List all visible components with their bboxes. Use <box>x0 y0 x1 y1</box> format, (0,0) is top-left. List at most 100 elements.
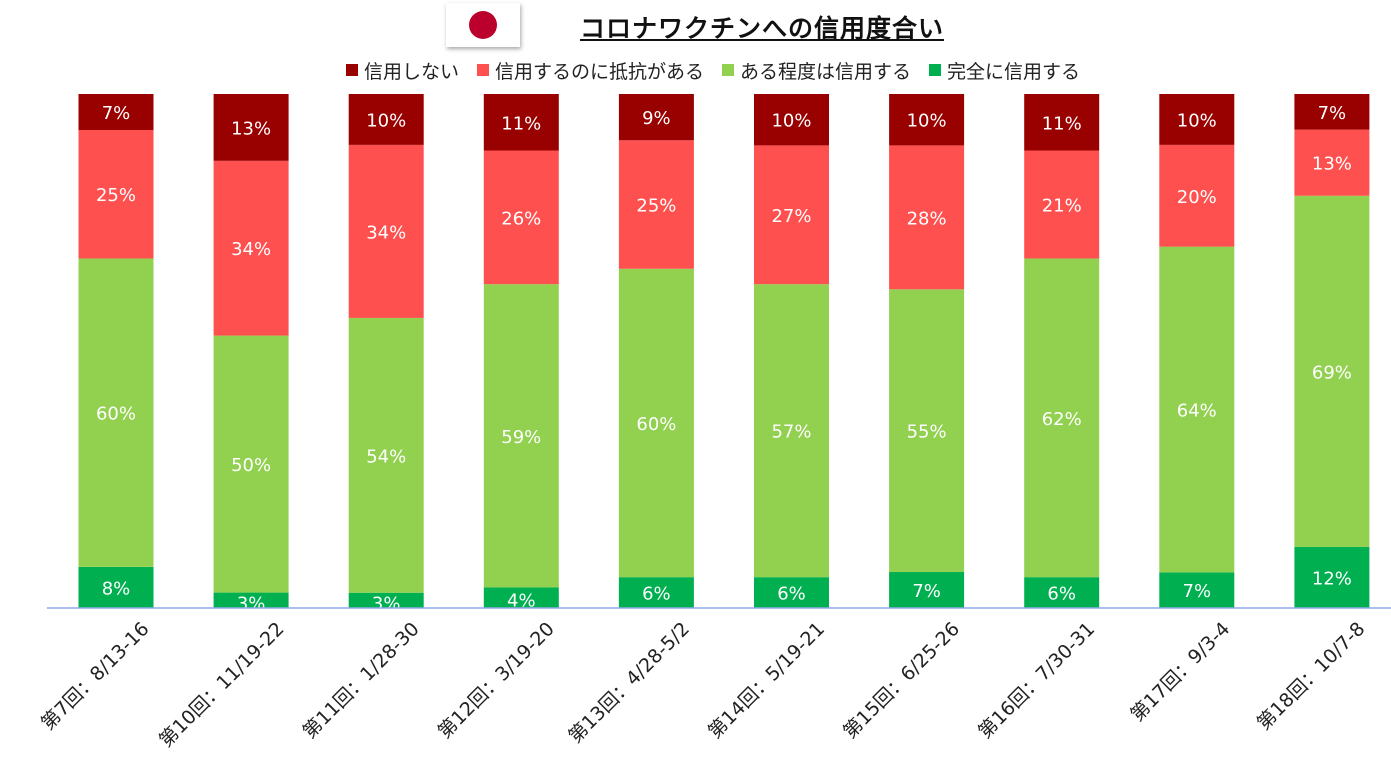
legend-swatch-some-trust <box>722 64 735 76</box>
data-label: 3% <box>237 593 266 614</box>
x-tick-label: 第10回：11/19-22 <box>155 618 289 752</box>
data-label: 13% <box>231 118 271 139</box>
chart-title: コロナワクチンへの信用度合い <box>580 14 945 43</box>
bar-segment <box>889 572 965 608</box>
bar-segment <box>754 94 829 146</box>
data-label: 59% <box>501 427 541 448</box>
x-tick-label: 第15回：6/25-26 <box>839 618 964 743</box>
bar-segment <box>1294 546 1370 608</box>
data-label: 57% <box>771 422 811 443</box>
data-label: 28% <box>907 208 947 229</box>
bar-segment <box>78 566 154 608</box>
data-label: 6% <box>1047 584 1076 605</box>
japan-flag-icon <box>446 3 520 47</box>
bar-segment <box>348 144 424 318</box>
bar-segment <box>618 94 694 141</box>
data-label: 69% <box>1312 362 1352 383</box>
bar-segment <box>348 317 424 593</box>
bar-segment <box>483 94 559 151</box>
legend-swatch-reluctant <box>477 64 490 76</box>
data-label: 4% <box>507 591 536 612</box>
data-label: 11% <box>1042 113 1082 134</box>
legend-swatch-full-trust <box>929 64 942 76</box>
data-label: 10% <box>1177 110 1217 131</box>
data-label: 21% <box>1042 196 1082 217</box>
bar-segment <box>78 94 154 130</box>
bar-segment <box>1024 94 1100 151</box>
data-label: 64% <box>1177 401 1217 422</box>
data-label: 6% <box>642 584 671 605</box>
legend-label-full-trust: 完全に信用する <box>947 60 1081 83</box>
data-label: 10% <box>366 110 406 131</box>
legend-item-some-trust: ある程度は信用する <box>722 57 911 84</box>
data-label: 34% <box>366 222 406 243</box>
bar-segment <box>889 94 965 146</box>
bar-segment <box>213 592 289 608</box>
data-label: 10% <box>907 111 947 132</box>
legend: 信用しない 信用するのに抵抗がある ある程度は信用する 完全に信用する <box>346 57 1098 83</box>
data-label: 9% <box>642 108 671 129</box>
bar-segment <box>1294 129 1370 196</box>
data-label: 6% <box>777 584 806 605</box>
x-tick-label: 第13回：4/28-5/2 <box>564 618 694 748</box>
data-label: 60% <box>96 404 136 425</box>
bar-segment <box>1159 246 1235 573</box>
data-label: 27% <box>771 206 811 227</box>
bar-segment <box>78 129 154 259</box>
data-label: 10% <box>771 111 811 132</box>
data-label: 50% <box>231 455 271 476</box>
data-label: 34% <box>231 239 271 260</box>
legend-item-reluctant: 信用するのに抵抗がある <box>477 57 704 84</box>
flag-disc <box>469 11 497 39</box>
legend-swatch-trust-none <box>346 64 358 76</box>
legend-label-reluctant: 信用するのに抵抗がある <box>495 60 705 83</box>
data-label: 13% <box>1312 154 1352 175</box>
data-label: 11% <box>501 113 541 134</box>
bar-segment <box>754 284 829 578</box>
data-label: 7% <box>1318 103 1347 124</box>
data-label: 60% <box>636 414 676 435</box>
bar-segment <box>1024 258 1100 578</box>
x-tick-label: 第11回：1/28-30 <box>299 618 424 743</box>
data-label: 25% <box>636 196 676 217</box>
bar-segment <box>1024 577 1100 608</box>
bar-segment <box>483 284 559 588</box>
bar-segment <box>483 150 559 285</box>
data-label: 7% <box>102 103 131 124</box>
x-tick-label: 第17回：9/3-4 <box>1126 618 1234 726</box>
data-label: 3% <box>372 593 401 614</box>
data-label: 8% <box>102 578 131 599</box>
legend-label-some-trust: ある程度は信用する <box>740 60 912 83</box>
x-tick-label: 第14回：5/19-21 <box>704 618 829 743</box>
bar-segment <box>754 577 829 608</box>
bar-segment <box>1159 144 1235 247</box>
data-label: 7% <box>1183 581 1212 602</box>
data-label: 20% <box>1177 187 1217 208</box>
data-label: 54% <box>366 446 406 467</box>
bar-segment <box>889 289 965 573</box>
bar-segment <box>618 577 694 608</box>
bar-segment <box>754 145 829 285</box>
bar-segment <box>78 258 154 567</box>
bar-segment <box>213 335 289 593</box>
bar-segment <box>889 145 965 290</box>
data-label: 62% <box>1042 409 1082 430</box>
bar-segment <box>618 268 694 578</box>
data-label: 25% <box>96 185 136 206</box>
x-tick-label: 第16回：7/30-31 <box>974 618 1099 743</box>
x-tick-label: 第7回：8/13-16 <box>37 618 154 735</box>
bar-segment <box>1294 195 1370 547</box>
legend-item-trust-none: 信用しない <box>346 57 459 84</box>
bar-segment <box>1159 94 1235 145</box>
bar-segment <box>348 592 424 608</box>
data-label: 12% <box>1312 568 1352 589</box>
x-tick-label: 第18回：10/7-8 <box>1253 618 1370 735</box>
data-label: 26% <box>501 208 541 229</box>
bar-segment <box>1159 572 1235 608</box>
data-label: 7% <box>912 581 941 602</box>
bar-segment <box>483 587 559 608</box>
legend-item-full-trust: 完全に信用する <box>929 57 1080 84</box>
bar-segment <box>213 160 289 336</box>
bar-segment <box>213 94 289 161</box>
